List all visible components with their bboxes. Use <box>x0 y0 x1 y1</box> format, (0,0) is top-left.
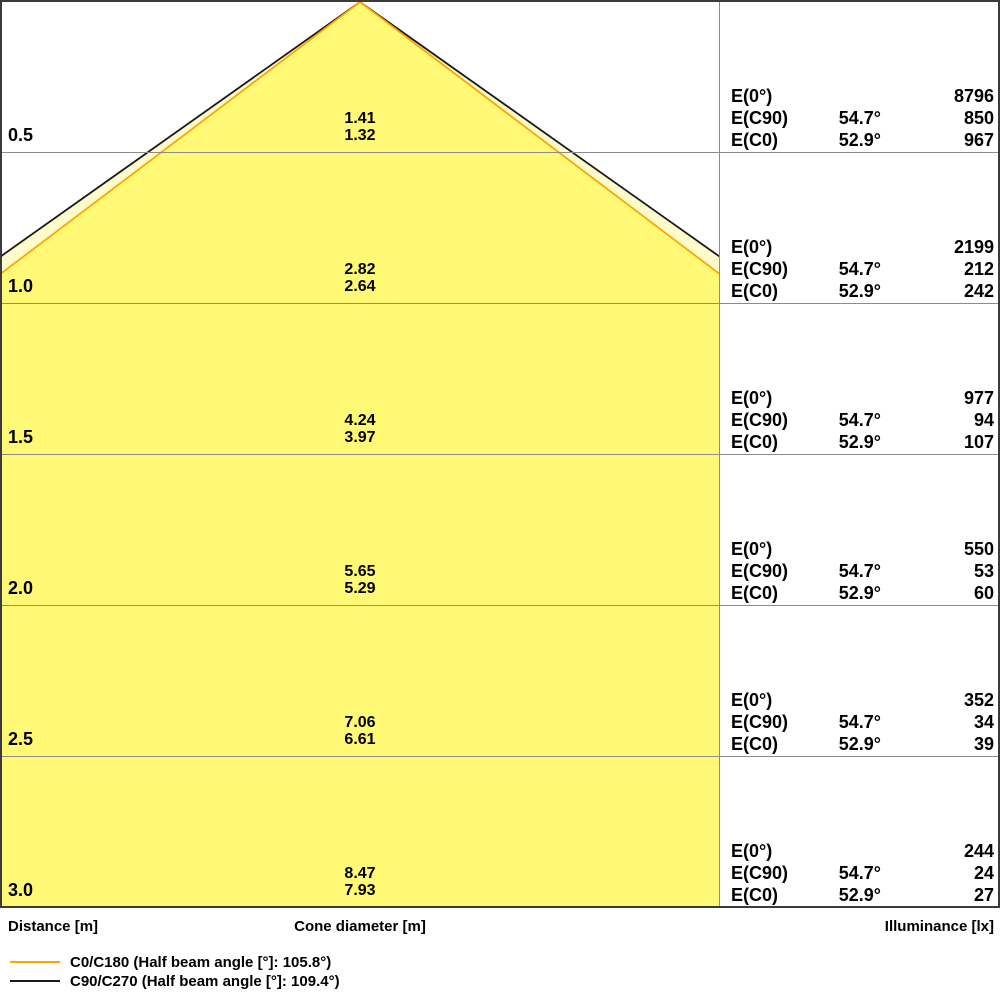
distance-gridline <box>2 454 998 455</box>
cone-diameter-c90-value: 4.24 <box>344 412 376 429</box>
distance-label: 1.0 <box>8 276 34 296</box>
illuminance-ec0-angle: 52.9° <box>838 583 881 603</box>
illuminance-ec0-angle: 52.9° <box>838 281 881 301</box>
illuminance-axis-label: Illuminance [lx] <box>884 918 994 935</box>
illuminance-ec90-label: E(C90) <box>731 561 789 581</box>
illuminance-e0-label: E(0°) <box>731 388 773 408</box>
illuminance-ec90-label: E(C90) <box>731 410 789 430</box>
illuminance-ec90-angle: 54.7° <box>838 712 881 732</box>
illuminance-ec0-label: E(C0) <box>731 734 779 754</box>
cone-diameter-c90-value: 1.41 <box>344 110 376 127</box>
illuminance-ec90-angle: 54.7° <box>838 259 881 279</box>
illuminance-ec90-label: E(C90) <box>731 259 789 279</box>
illuminance-ec0-angle: 52.9° <box>838 734 881 754</box>
illuminance-ec90-angle: 54.7° <box>838 863 881 883</box>
illuminance-ec90-value: 850 <box>963 108 994 128</box>
cone-diameter-c90-value: 8.47 <box>344 865 376 882</box>
illuminance-e0-label: E(0°) <box>731 690 773 710</box>
illuminance-ec90-label: E(C90) <box>731 712 789 732</box>
illuminance-ec0-value: 107 <box>963 432 994 452</box>
distance-gridline <box>2 605 998 606</box>
cone-diameter-axis-label: Cone diameter [m] <box>294 918 426 935</box>
legend-c90-label: C90/C270 (Half beam angle [°]: 109.4°) <box>70 973 340 990</box>
illuminance-ec0-label: E(C0) <box>731 583 779 603</box>
illuminance-e0-label: E(0°) <box>731 86 773 106</box>
illuminance-ec90-angle: 54.7° <box>838 108 881 128</box>
distance-gridline <box>2 303 998 304</box>
distance-label: 2.0 <box>8 578 34 598</box>
illuminance-ec0-value: 60 <box>973 583 994 603</box>
distance-axis-label: Distance [m] <box>8 918 99 935</box>
cone-diameter-c90-value: 5.65 <box>344 563 376 580</box>
illuminance-ec0-value: 242 <box>963 281 994 301</box>
cone-diameter-c0-value: 6.61 <box>344 731 376 748</box>
illuminance-ec90-value: 212 <box>963 259 994 279</box>
illuminance-ec90-angle: 54.7° <box>838 561 881 581</box>
distance-label: 0.5 <box>8 125 34 145</box>
illuminance-e0-value: 977 <box>963 388 994 408</box>
illuminance-e0-value: 352 <box>963 690 994 710</box>
illuminance-ec0-angle: 52.9° <box>838 130 881 150</box>
illuminance-e0-label: E(0°) <box>731 841 773 861</box>
illuminance-e0-label: E(0°) <box>731 237 773 257</box>
illuminance-ec90-value: 34 <box>973 712 994 732</box>
distance-gridline <box>2 152 998 153</box>
illuminance-e0-label: E(0°) <box>731 539 773 559</box>
legend-c0-label: C0/C180 (Half beam angle [°]: 105.8°) <box>70 954 332 971</box>
legend-c90-line-swatch <box>10 980 60 982</box>
illuminance-ec90-value: 24 <box>973 863 994 883</box>
illuminance-ec0-value: 27 <box>973 885 994 905</box>
distance-label: 2.5 <box>8 729 34 749</box>
illuminance-ec90-angle: 54.7° <box>838 410 881 430</box>
illuminance-e0-value: 2199 <box>953 237 994 257</box>
illuminance-ec0-label: E(C0) <box>731 432 779 452</box>
illuminance-ec0-angle: 52.9° <box>838 885 881 905</box>
illuminance-ec90-label: E(C90) <box>731 108 789 128</box>
illuminance-ec0-label: E(C0) <box>731 130 779 150</box>
cone-diameter-c0-value: 5.29 <box>344 580 376 597</box>
illuminance-e0-value: 8796 <box>953 86 994 106</box>
cone-diameter-c0-value: 7.93 <box>344 882 376 899</box>
illuminance-ec90-value: 53 <box>973 561 994 581</box>
illuminance-ec0-angle: 52.9° <box>838 432 881 452</box>
cone-diameter-c0-value: 2.64 <box>344 278 376 295</box>
distance-label: 1.5 <box>8 427 34 447</box>
cone-diameter-c0-value: 1.32 <box>344 127 376 144</box>
cone-diameter-c90-value: 7.06 <box>344 714 376 731</box>
illuminance-e0-value: 244 <box>963 841 994 861</box>
illuminance-ec0-label: E(C0) <box>731 885 779 905</box>
illuminance-ec90-label: E(C90) <box>731 863 789 883</box>
illuminance-ec0-value: 39 <box>973 734 994 754</box>
distance-gridline <box>2 756 998 757</box>
legend-c0-line-swatch <box>10 961 60 963</box>
cone-diameter-c90-value: 2.82 <box>344 261 376 278</box>
distance-label: 3.0 <box>8 880 34 900</box>
illuminance-ec90-value: 94 <box>973 410 994 430</box>
illuminance-ec0-label: E(C0) <box>731 281 779 301</box>
illuminance-e0-value: 550 <box>963 539 994 559</box>
cone-diameter-c0-value: 3.97 <box>344 429 376 446</box>
illuminance-ec0-value: 967 <box>963 130 994 150</box>
